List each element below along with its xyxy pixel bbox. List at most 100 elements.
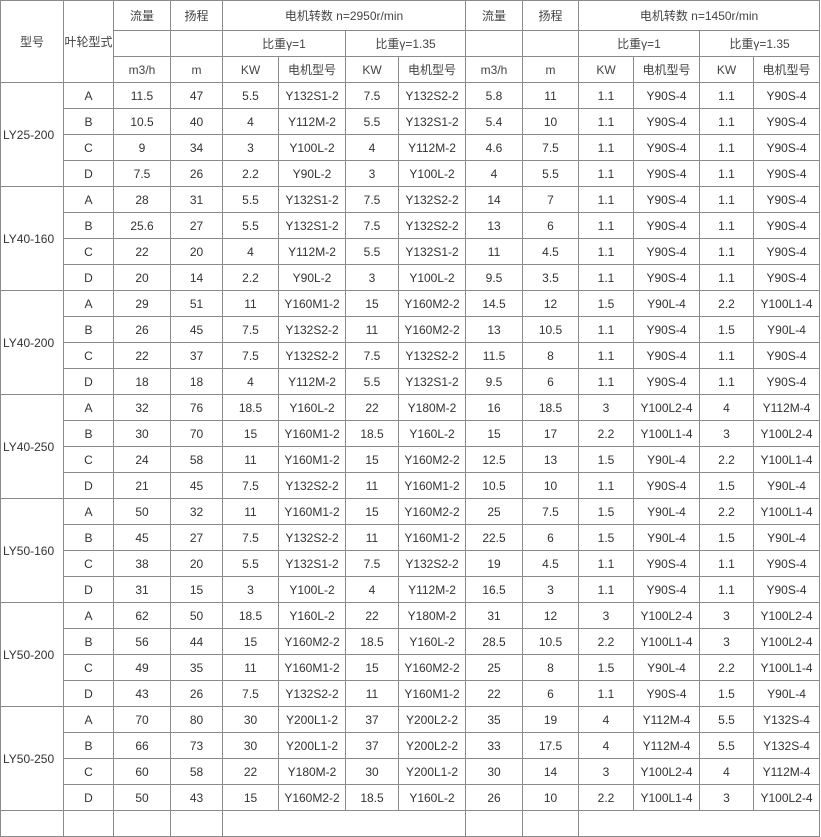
table-cell: Y160L-2 — [397, 784, 467, 811]
table-cell: Y100L1-4 — [633, 784, 701, 811]
table-cell: Y160M2-2 — [397, 446, 467, 473]
table-cell: 15 — [222, 784, 279, 811]
table-cell: 1.1 — [699, 264, 755, 291]
table-cell: Y112M-2 — [397, 576, 467, 603]
table-cell: Y132S2-2 — [278, 472, 346, 499]
table-cell — [170, 810, 223, 837]
table-cell: 1.5 — [699, 680, 755, 707]
table-cell: 18.5 — [345, 420, 399, 447]
table-cell: 58 — [170, 446, 223, 473]
impeller-cell: D — [63, 576, 114, 603]
table-cell: Y90L-4 — [633, 524, 701, 551]
header-head-1450: 扬程 — [522, 0, 580, 31]
table-cell — [113, 810, 171, 837]
table-row: C 24 58 11 Y160M1-2 15 Y160M2-2 12.5 13 1.5 Y90L-4… — [1, 446, 821, 473]
table-cell: Y90L-4 — [633, 498, 701, 525]
table-cell: 7.5 — [222, 680, 279, 707]
table-cell: 28 — [113, 186, 171, 213]
table-cell: 70 — [113, 706, 171, 733]
table-cell: 22 — [345, 394, 399, 421]
table-cell: 37 — [170, 342, 223, 369]
table-cell: 30 — [222, 706, 279, 733]
table-cell: 9 — [113, 134, 171, 161]
unit-motor-model: 电机型号 — [278, 56, 346, 83]
table-cell: 15 — [345, 654, 399, 681]
impeller-cell: D — [63, 472, 114, 499]
impeller-cell: A — [63, 498, 114, 525]
table-cell: 6 — [522, 212, 580, 239]
table-cell: 30 — [345, 758, 399, 785]
table-cell: 6 — [522, 368, 580, 395]
impeller-cell: B — [63, 732, 114, 759]
table-cell: 3 — [222, 576, 279, 603]
table-cell: Y100L2-4 — [633, 602, 701, 629]
table-cell: Y100L2-4 — [633, 758, 701, 785]
impeller-cell: D — [63, 264, 114, 291]
table-cell: 25 — [465, 498, 524, 525]
table-cell: 1.1 — [578, 160, 635, 187]
impeller-cell: D — [63, 784, 114, 811]
table-cell: 44 — [170, 628, 223, 655]
table-cell: 45 — [170, 472, 223, 499]
table-row: LY50-250 A 70 80 30 Y200L1-2 37 Y200L2-2 35 19 4 Y1… — [0, 706, 821, 811]
table-cell: 2.2 — [699, 498, 755, 525]
table-cell: 5.5 — [222, 82, 279, 109]
table-cell: 4 — [578, 732, 635, 759]
table-cell: 3 — [345, 264, 399, 291]
header-head-2950: 扬程 — [170, 0, 223, 31]
header-row-1: 型号 叶轮型式 流量 扬程 电机转数 n=2950r/min 流量 扬程 电机转… — [0, 0, 821, 83]
table-cell: Y90L-4 — [753, 524, 821, 551]
table-cell: Y90S-4 — [633, 160, 701, 187]
table-cell: 13 — [465, 316, 524, 343]
table-cell: 15 — [345, 446, 399, 473]
table-cell: Y100L1-4 — [633, 628, 701, 655]
table-cell: Y90S-4 — [633, 680, 701, 707]
table-cell: 19 — [522, 706, 580, 733]
table-cell: 80 — [170, 706, 223, 733]
table-cell: 4 — [222, 368, 279, 395]
table-cell: Y200L2-2 — [397, 732, 467, 759]
table-cell: Y90S-4 — [753, 264, 821, 291]
table-cell: 6 — [522, 524, 580, 551]
table-cell: 34 — [170, 134, 223, 161]
table-cell: Y132S1-2 — [278, 82, 346, 109]
table-cell: 2.2 — [578, 784, 635, 811]
table-cell: Y90S-4 — [633, 472, 701, 499]
table-cell: Y112M-2 — [278, 238, 346, 265]
header-speed-1450: 电机转数 n=1450r/min — [578, 0, 821, 31]
table-cell: 5.8 — [465, 82, 524, 109]
table-cell: Y100L2-4 — [753, 628, 821, 655]
table-cell: 51 — [170, 290, 223, 317]
unit-kw: KW — [578, 56, 635, 83]
table-row: LY40-160 A 28 31 5.5 Y132S1-2 7.5 Y132S2-2 14 7 1.… — [0, 186, 821, 291]
table-cell: 43 — [170, 784, 223, 811]
table-cell: 15 — [345, 498, 399, 525]
table-cell: 5.5 — [222, 212, 279, 239]
table-cell: 19 — [465, 550, 524, 577]
table-cell — [465, 810, 524, 837]
table-cell: Y90S-4 — [633, 368, 701, 395]
table-cell: Y132S2-2 — [278, 316, 346, 343]
table-cell: 1.5 — [699, 472, 755, 499]
table-cell: Y90S-4 — [753, 186, 821, 213]
table-cell: 7.5 — [345, 212, 399, 239]
table-cell: 1.1 — [578, 342, 635, 369]
table-cell: Y160L-2 — [397, 420, 467, 447]
table-cell: Y112M-4 — [753, 758, 821, 785]
table-cell: 12.5 — [465, 446, 524, 473]
table-cell: 2.2 — [578, 420, 635, 447]
table-row-partial — [0, 810, 821, 837]
impeller-cell: B — [63, 420, 114, 447]
table-cell: 15 — [222, 420, 279, 447]
table-cell: 11 — [222, 446, 279, 473]
table-cell: 18.5 — [222, 602, 279, 629]
impeller-cell: C — [63, 446, 114, 473]
table-cell: 1.1 — [699, 186, 755, 213]
table-cell: 22 — [222, 758, 279, 785]
header-sg1-1450: 比重γ=1 — [578, 30, 701, 57]
pump-model-cell: LY25-200 — [0, 82, 64, 187]
table-cell: Y132S2-2 — [397, 342, 467, 369]
table-cell: 24 — [113, 446, 171, 473]
table-cell: 3 — [578, 602, 635, 629]
table-cell — [578, 810, 821, 837]
